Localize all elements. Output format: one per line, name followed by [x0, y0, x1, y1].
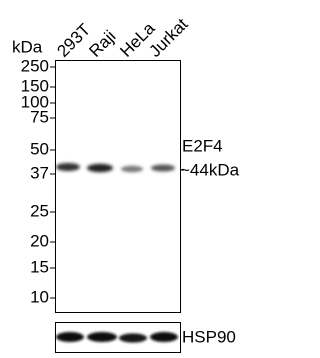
marker-label: 10: [30, 287, 49, 306]
lane-label: 293T: [53, 20, 94, 61]
target-size: ~44kDa: [180, 160, 240, 179]
marker-label: 15: [30, 257, 49, 276]
band: [87, 164, 113, 172]
western-blot: kDa E2F4 ~44kDa HSP90 250150100755037252…: [0, 0, 256, 353]
marker-label: 20: [30, 231, 49, 250]
band: [87, 332, 117, 342]
band: [150, 332, 178, 342]
band: [151, 165, 175, 172]
band: [121, 166, 143, 172]
loading-control-label: HSP90: [182, 327, 236, 346]
marker-label: 250: [21, 56, 49, 75]
unit-label: kDa: [12, 37, 43, 56]
marker-label: 75: [30, 107, 49, 126]
blot-frame: [56, 61, 181, 313]
target-name: E2F4: [182, 136, 223, 155]
marker-label: 50: [30, 139, 49, 158]
marker-label: 37: [30, 163, 49, 182]
band: [56, 163, 80, 171]
band: [56, 332, 84, 342]
band: [119, 333, 147, 342]
marker-label: 25: [30, 201, 49, 220]
